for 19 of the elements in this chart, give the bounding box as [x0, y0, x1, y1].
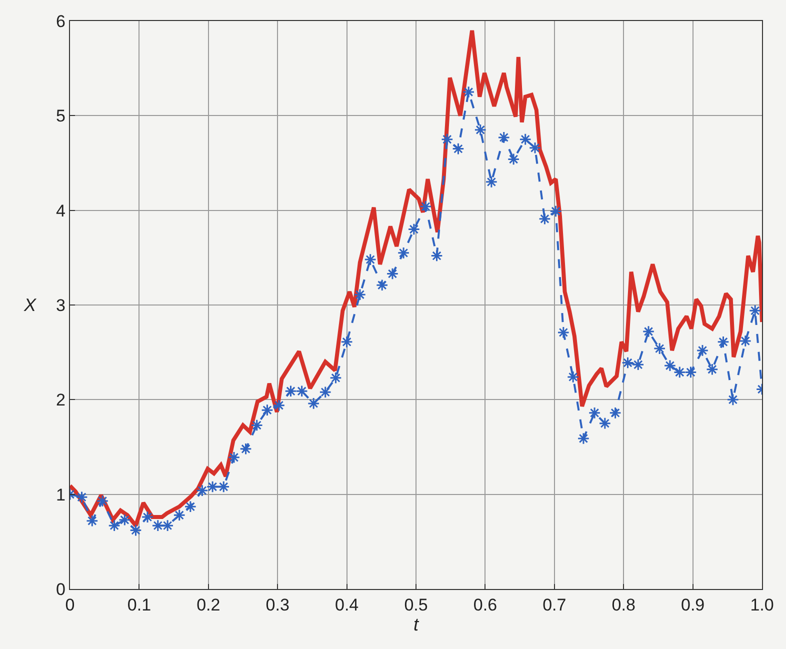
x-tick-label: 0.8 — [612, 596, 636, 614]
y-axis-title: X — [23, 295, 37, 315]
y-tick-label: 3 — [56, 296, 66, 315]
y-tick-label: 6 — [56, 12, 66, 31]
y-tick-label: 1 — [56, 485, 66, 504]
x-tick-label: 0.4 — [334, 596, 359, 614]
x-axis-title: t — [413, 614, 420, 635]
x-tick-label: 0.9 — [680, 596, 705, 614]
x-tick-label: 0.1 — [127, 596, 152, 614]
x-tick-label: 0.3 — [266, 596, 290, 614]
y-tick-label: 0 — [56, 580, 66, 599]
y-tick-label: 5 — [56, 106, 66, 126]
y-tick-label: 2 — [56, 390, 66, 410]
x-tick-label: 0.5 — [404, 596, 428, 614]
x-tick-label: 0.6 — [473, 596, 498, 614]
x-tick-label: 0.7 — [542, 596, 566, 614]
x-tick-label: 0.2 — [196, 596, 220, 614]
y-tick-label: 4 — [56, 201, 66, 220]
x-tick-label: 1.0 — [750, 596, 774, 614]
